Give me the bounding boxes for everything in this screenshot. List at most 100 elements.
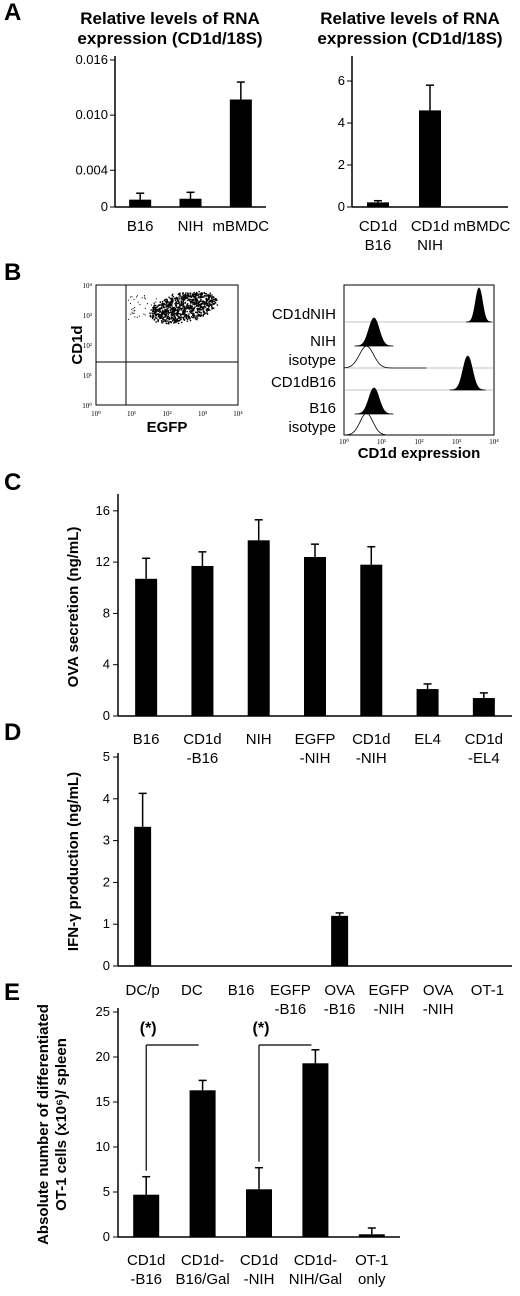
category-label: DC/p — [126, 982, 160, 999]
scatter-point — [202, 300, 204, 302]
scatter-point — [206, 304, 208, 306]
scatter-point — [167, 311, 170, 313]
scatter-point — [193, 301, 196, 303]
scatter-point — [178, 301, 180, 304]
significance-label: (*) — [140, 1020, 157, 1037]
scatter-point — [213, 303, 215, 305]
scatter-point — [157, 319, 160, 321]
bar — [331, 915, 349, 966]
scatter-point — [198, 295, 200, 298]
scatter-point — [180, 316, 182, 319]
scatter-point — [175, 301, 177, 303]
category-label: B16 — [127, 218, 154, 235]
scatter-point — [206, 300, 208, 302]
scatter-point — [180, 301, 183, 303]
scatter-point — [190, 296, 193, 298]
category-label: CD1d — [240, 1252, 278, 1269]
scatter-point — [194, 318, 197, 320]
y-tick-label: 2 — [103, 874, 110, 889]
scatter-point — [169, 309, 171, 311]
scatter-point — [212, 300, 214, 303]
scatter-point — [194, 306, 196, 308]
scatter-point — [171, 300, 174, 303]
scatter-point — [180, 317, 182, 319]
y-axis-label: IFN-γ production (ng/mL) — [65, 772, 82, 951]
histogram-isotype-nih — [343, 345, 427, 369]
histogram-x-label: CD1d expression — [358, 445, 481, 462]
scatter-point — [179, 293, 181, 295]
scatter-point — [157, 305, 159, 307]
scatter-point — [138, 315, 140, 317]
scatter-point — [190, 306, 193, 309]
scatter-point — [185, 316, 187, 318]
scatter-point — [175, 313, 178, 315]
scatter-point — [169, 306, 172, 308]
scatter-point — [178, 302, 180, 305]
scatter-point — [178, 320, 180, 322]
scatter-point — [207, 305, 209, 307]
scatter-point — [163, 310, 166, 313]
scatter-point — [154, 304, 156, 306]
scatter-point — [131, 296, 133, 298]
scatter-point — [152, 313, 154, 315]
scatter-point — [136, 295, 138, 297]
scatter-point — [163, 319, 165, 321]
scatter-point — [211, 297, 213, 300]
scatter-point — [152, 317, 154, 319]
scatter-point — [166, 305, 169, 307]
scatter-point — [171, 302, 173, 304]
scatter-point — [191, 298, 193, 301]
scatter-y-tick: 10³ — [83, 312, 92, 320]
scatter-point — [167, 317, 170, 320]
histogram-x-tick: 10⁴ — [489, 438, 499, 446]
scatter-point — [178, 315, 180, 318]
scatter-point — [179, 303, 181, 305]
scatter-point — [164, 298, 166, 301]
scatter-point — [168, 296, 170, 299]
scatter-point — [133, 310, 135, 312]
scatter-point — [153, 303, 155, 305]
scatter-point — [171, 312, 174, 314]
scatter-point — [180, 300, 182, 303]
y-tick-label: 4 — [103, 791, 110, 806]
scatter-point — [169, 303, 171, 305]
scatter-point — [201, 294, 203, 296]
scatter-point — [176, 302, 179, 305]
scatter-point — [191, 305, 193, 307]
scatter-point — [173, 321, 176, 324]
scatter-point — [211, 302, 213, 304]
scatter-point — [163, 312, 166, 314]
scatter-point — [170, 300, 172, 303]
category-label: -EL4 — [468, 750, 500, 767]
scatter-point — [167, 315, 170, 317]
scatter-point — [170, 311, 173, 314]
scatter-point — [214, 297, 217, 300]
scatter-point — [189, 311, 192, 313]
scatter-point — [195, 295, 197, 297]
scatter-point — [152, 310, 155, 312]
scatter-point — [181, 305, 184, 307]
scatter-point — [183, 298, 185, 300]
scatter-point — [160, 306, 163, 308]
y-tick-label: 5 — [103, 749, 110, 764]
category-label: -NIH — [356, 750, 387, 767]
bar — [133, 1194, 160, 1237]
scatter-point — [155, 311, 158, 313]
scatter-y-tick: 10² — [83, 342, 92, 350]
scatter-point — [196, 294, 198, 297]
chart-ova-secretion: 0 4 8 12 16 OVA secretion (ng/mL) B16 CD1d -B16 N… — [65, 494, 512, 767]
scatter-point — [216, 304, 219, 306]
scatter-point — [154, 307, 156, 310]
scatter-point — [213, 300, 215, 302]
scatter-point — [162, 304, 164, 307]
scatter-point — [183, 318, 186, 321]
scatter-point — [200, 295, 202, 297]
scatter-point — [196, 311, 198, 314]
scatter-point — [208, 301, 210, 303]
scatter-point — [182, 294, 185, 297]
scatter-point — [136, 316, 138, 318]
scatter-point — [183, 310, 185, 313]
histogram-peak-nih — [354, 317, 394, 347]
scatter-point — [173, 308, 175, 310]
